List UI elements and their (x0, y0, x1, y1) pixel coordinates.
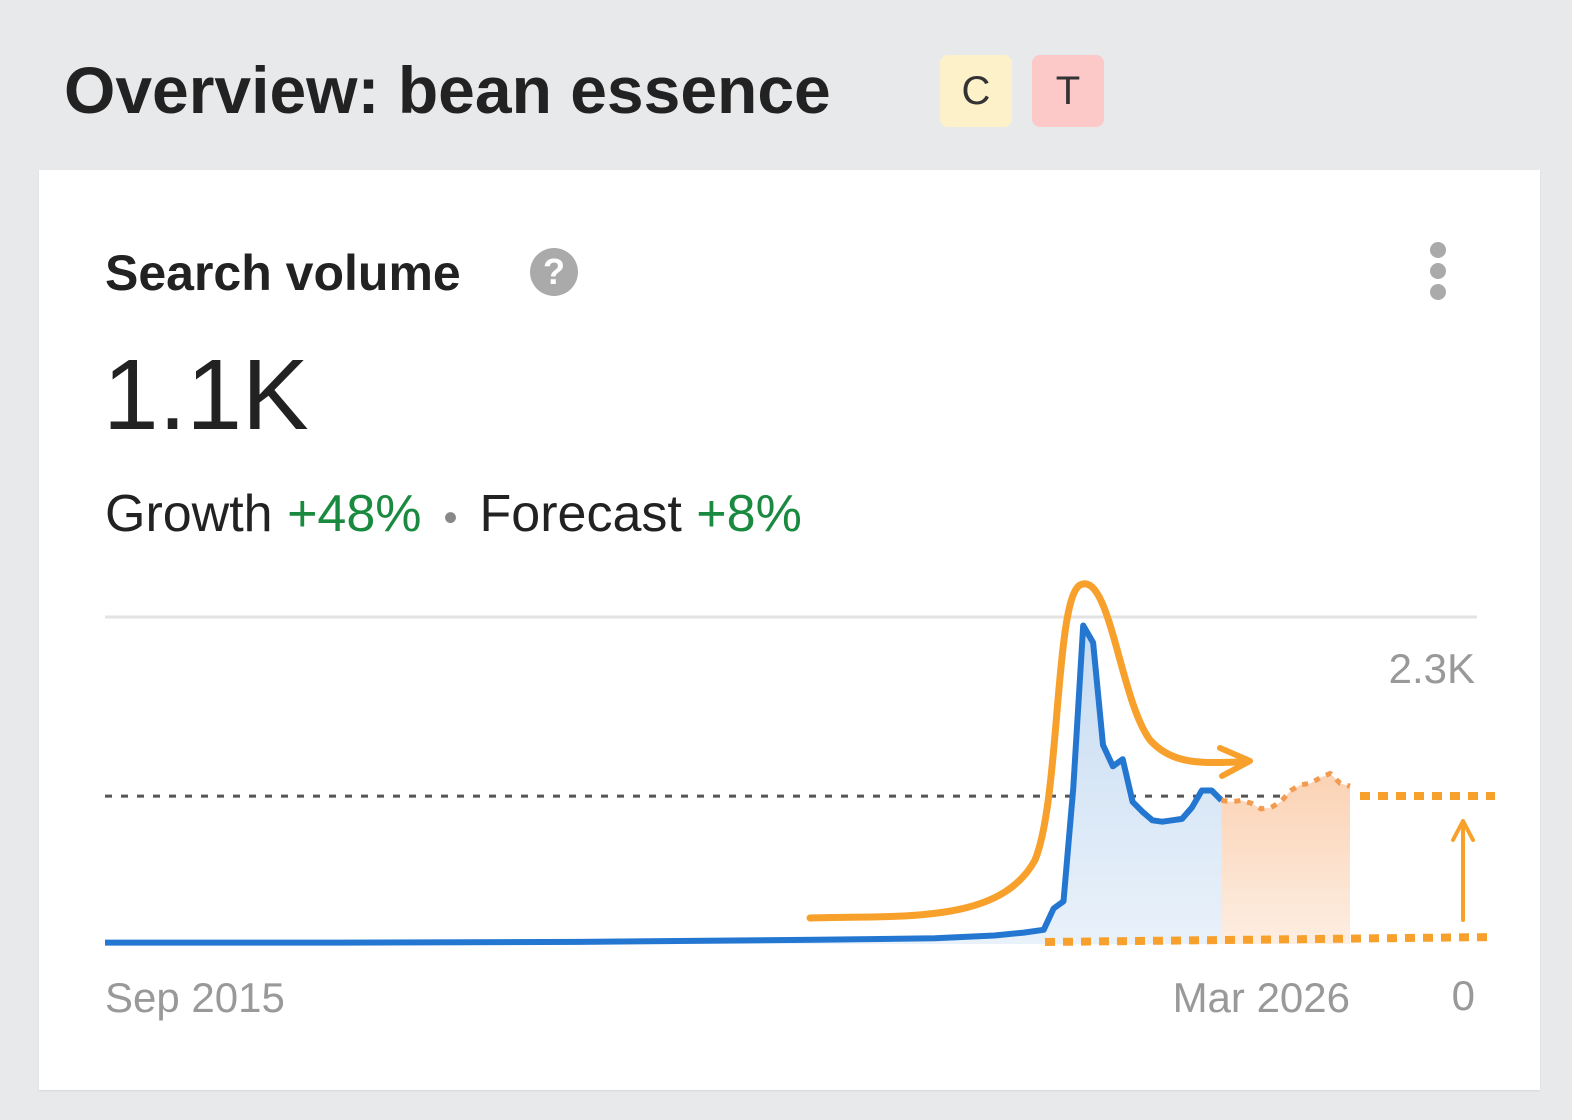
badge: T (1032, 55, 1104, 127)
card-title: Search volume (105, 245, 461, 301)
x-tick-label: Mar 2026 (1173, 974, 1350, 1021)
annotation (806, 580, 1496, 946)
menu-button[interactable] (1430, 242, 1446, 305)
metric-value: 1.1K (103, 339, 309, 451)
line (1221, 770, 1351, 812)
line (105, 622, 1224, 946)
page-title: Overview: bean essence (64, 53, 831, 127)
x-tick-label: Sep 2015 (105, 974, 285, 1021)
badge: C (940, 55, 1012, 127)
growth-row: Growth +48% • Forecast +8% (105, 485, 802, 543)
area (105, 625, 1222, 944)
y-tick-label: 2.3K (1389, 645, 1475, 692)
forecast-label: Forecast (479, 485, 682, 543)
growth-label: Growth (105, 485, 273, 543)
growth-value: +48% (287, 485, 422, 543)
forecast-value: +8% (696, 485, 802, 543)
y-tick-label: 0 (1452, 972, 1475, 1019)
help-icon[interactable]: ? (530, 248, 578, 296)
area (1221, 773, 1350, 944)
